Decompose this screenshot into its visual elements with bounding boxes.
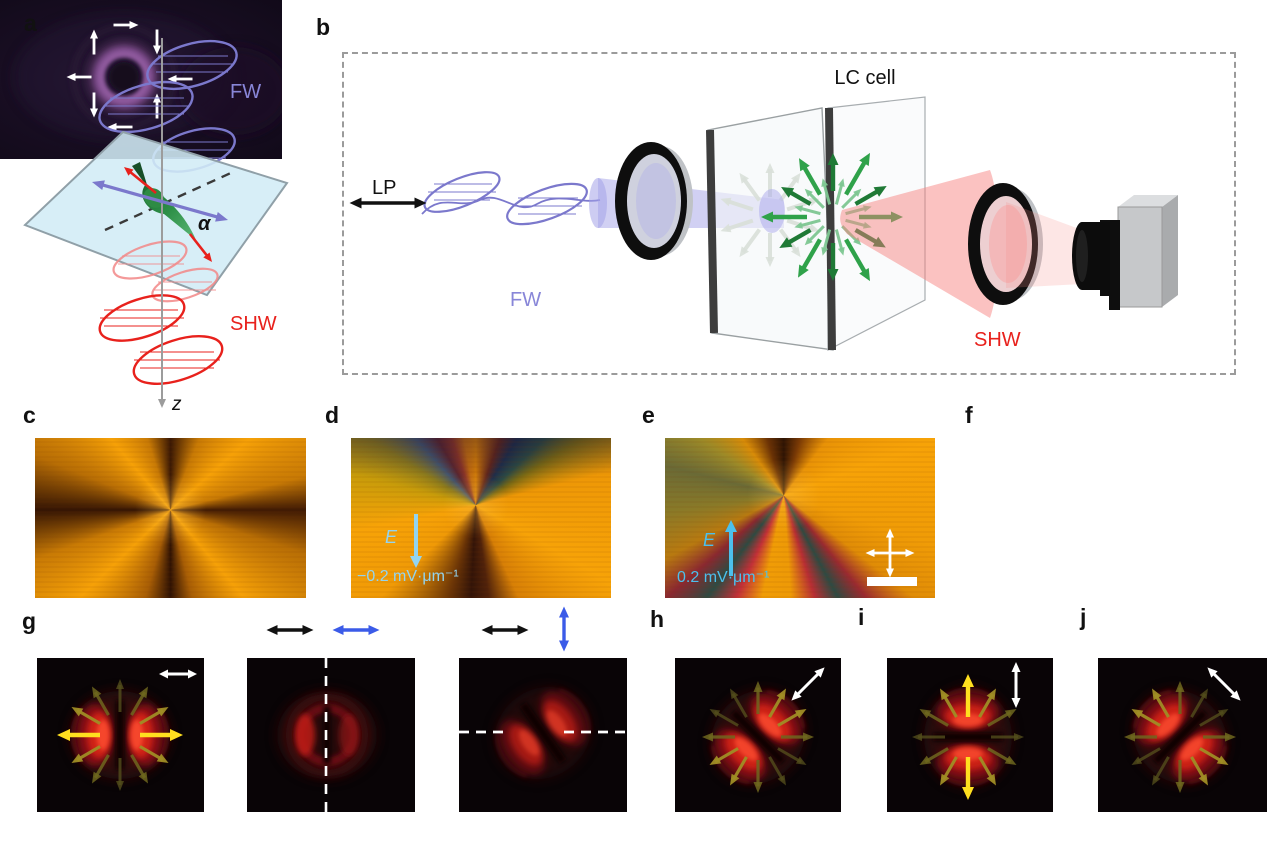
panel-label-i: i: [858, 604, 865, 630]
fw-beam-spot: [759, 189, 785, 233]
panel-a-schematic: FW α SHW z: [23, 38, 289, 415]
lens-1-icon: [615, 142, 693, 260]
e-field-symbol-e: E: [703, 530, 716, 550]
shg-pattern-g3: [459, 686, 627, 780]
sh-farfield-image-f: [0, 0, 282, 159]
sh-polarization-arrow-icon: [107, 123, 133, 131]
polarizer-arrow-g2: [266, 625, 314, 635]
shw-label-a: SHW: [230, 313, 277, 335]
panel-label-h: h: [650, 606, 665, 632]
shg-pattern-i: [912, 674, 1024, 800]
polarizer-arrow-g3: [481, 625, 529, 635]
shw-wave-icon: [98, 294, 224, 385]
setup-dashed-box: [342, 52, 1236, 375]
z-axis-label: z: [171, 394, 182, 415]
shw-polarization-fan: [912, 674, 1024, 800]
sh-polarization-arrow-icon: [90, 92, 98, 118]
sh-polarization-arrow-icon: [66, 73, 92, 81]
fw-scribble-wave-icon: [421, 171, 601, 226]
sample-plane: [23, 130, 289, 297]
shg-pattern-h: [702, 681, 814, 793]
pom-image-c: [35, 438, 306, 598]
shw-polarization-fan: [702, 681, 814, 793]
panel-label-j: j: [1080, 604, 1087, 630]
alpha-label: α: [198, 213, 212, 235]
sh-polarization-arrow-icon: [153, 29, 161, 55]
shw-label-b: SHW: [974, 329, 1021, 351]
shg-pattern-g2: [277, 658, 377, 812]
panel-label-c: c: [23, 402, 36, 428]
lens-2-icon: [968, 183, 1043, 305]
lc-director-hedgehog: [761, 152, 903, 282]
lp-label: LP: [372, 177, 396, 199]
fw-label-a: FW: [230, 81, 261, 103]
shg-image-g1: [37, 658, 204, 812]
panel-b-setup: LP: [372, 67, 1178, 351]
shw-polarization-fan: [1124, 681, 1236, 793]
shg-image-g2: [247, 658, 415, 812]
fw-beam-end: [589, 178, 607, 228]
panel-label-e: e: [642, 402, 655, 428]
shg-image-i: [887, 658, 1053, 812]
shw-cone-beam: [840, 170, 999, 318]
panel-label-a: a: [24, 10, 37, 36]
shg-image-g3: [459, 658, 627, 812]
analyzer-arrow-g3: [559, 606, 569, 652]
fw-wave-icon: [98, 39, 238, 173]
analyzer-arrow-g2: [332, 625, 380, 635]
reference-dashed-line: [104, 170, 234, 232]
panel-label-b: b: [316, 14, 331, 40]
sh-polarization-arrow-icon: [90, 29, 98, 55]
fw-label-b: FW: [510, 289, 541, 311]
panel-label-f: f: [965, 402, 973, 428]
sh-polarization-arrow-icon: [113, 21, 139, 29]
analyzer-arrow-f: [1190, 450, 1238, 460]
e-field-symbol-d: E: [385, 527, 398, 547]
shg-pattern-j: [1124, 681, 1236, 793]
sh-polarization-arrow-icon: [167, 75, 193, 83]
e-field-value-d: −0.2 mV·μm⁻¹: [357, 568, 459, 585]
scale-bar: [867, 577, 917, 586]
lc-cell-icon: [706, 96, 926, 351]
sh-ring-overlay: [14, 13, 282, 141]
shw-polarization-fan: [57, 679, 183, 791]
camera-icon: [1072, 195, 1178, 310]
e-field-value-e: 0.2 mV·μm⁻¹: [677, 569, 770, 586]
pom-image-d: [351, 438, 611, 598]
shg-image-j: [1098, 658, 1267, 812]
shw-exit-beam: [1006, 202, 1082, 288]
panel-label-d: d: [325, 402, 340, 428]
lc-cell-label: LC cell: [834, 67, 895, 89]
shg-image-h: [675, 658, 841, 812]
panel-label-g: g: [22, 608, 37, 634]
shg-pattern-g1: [57, 679, 183, 791]
